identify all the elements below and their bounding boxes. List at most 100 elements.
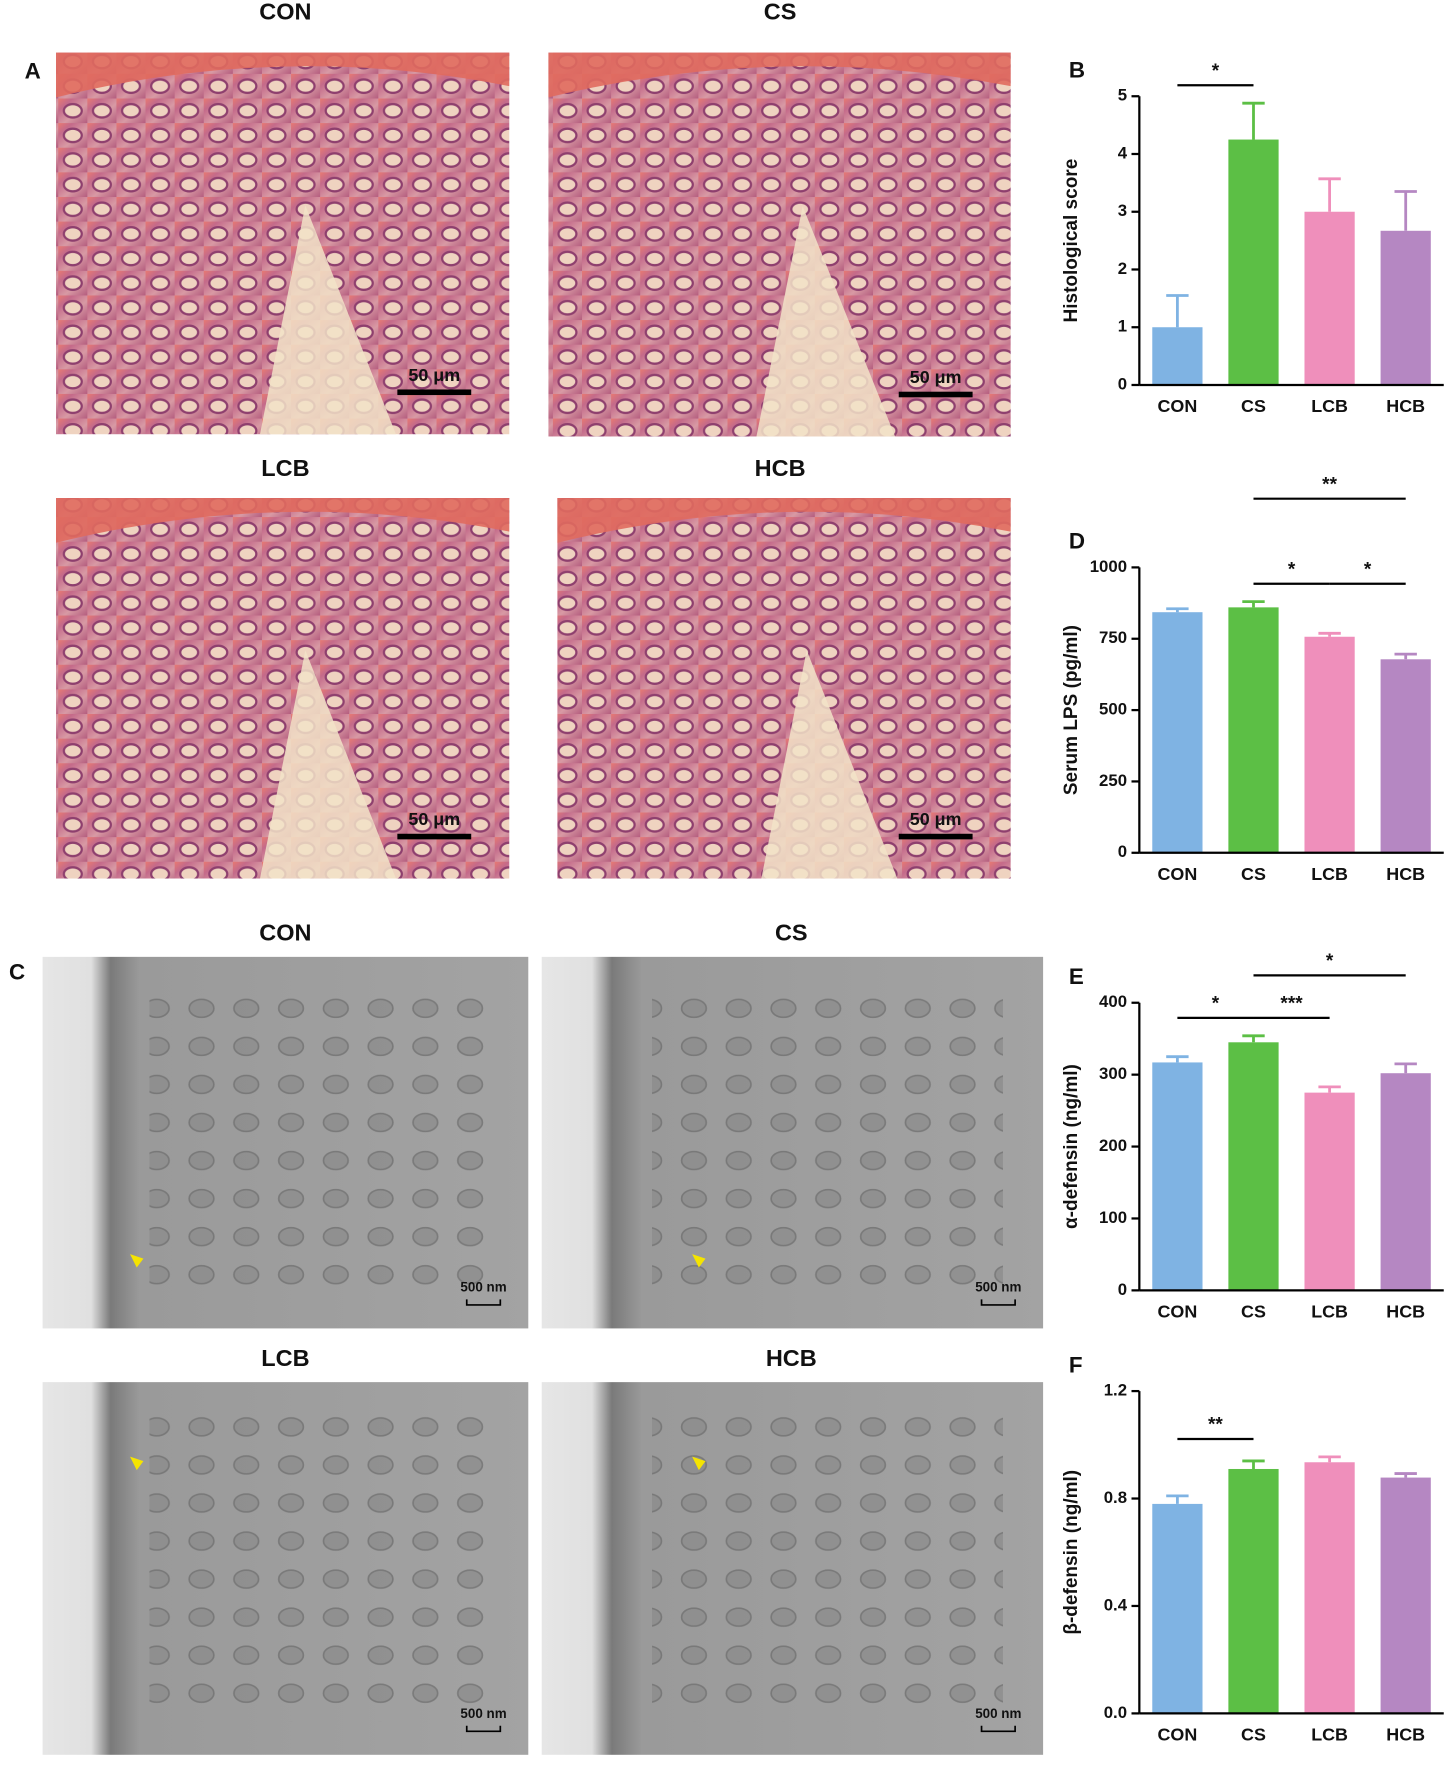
- x-tick-label: CON: [1158, 396, 1198, 416]
- x-tick-label: LCB: [1311, 396, 1348, 416]
- scale-bar-label: 500 nm: [460, 1706, 506, 1721]
- x-tick-label: LCB: [1311, 1725, 1348, 1745]
- bar: [1228, 1042, 1279, 1291]
- significance-label: **: [1322, 474, 1337, 495]
- scale-bar-label: 500 nm: [460, 1280, 506, 1295]
- error-bar: [1394, 1472, 1417, 1478]
- image-label: CON: [259, 0, 311, 25]
- error-bar: [1166, 1055, 1189, 1063]
- x-tick-label: LCB: [1311, 864, 1348, 884]
- panel-letter: F: [1069, 1352, 1083, 1377]
- error-bar: [1166, 1494, 1189, 1504]
- y-tick-label: 300: [1099, 1064, 1127, 1083]
- lumen: [259, 205, 396, 435]
- tissue-layer: [56, 498, 510, 543]
- scale-bar: [980, 1725, 1016, 1733]
- x-tick-label: CS: [1241, 1301, 1266, 1321]
- panel-letter: E: [1069, 964, 1084, 989]
- bar: [1228, 607, 1279, 853]
- error-bar: [1318, 1085, 1341, 1093]
- significance-label: *: [1212, 994, 1220, 1015]
- y-tick-label: 250: [1099, 771, 1127, 790]
- y-tick-label: 5: [1118, 86, 1127, 105]
- y-tick-label: 4: [1118, 143, 1128, 162]
- scale-bar-label: 50 μm: [408, 365, 460, 385]
- error-bar: [1242, 600, 1265, 608]
- arrowhead: [692, 1254, 706, 1268]
- bar: [1228, 139, 1279, 385]
- y-tick-label: 1: [1118, 317, 1127, 336]
- panel-letter: C: [9, 960, 25, 985]
- y-tick-label: 2: [1118, 259, 1127, 278]
- bar: [1380, 659, 1431, 853]
- significance-label: *: [1364, 559, 1372, 580]
- bar: [1152, 1503, 1203, 1714]
- image-label: HCB: [766, 1345, 817, 1371]
- y-tick-label: 400: [1099, 992, 1127, 1011]
- scale-bar-label: 50 μm: [408, 809, 460, 829]
- bar: [1304, 1092, 1355, 1291]
- bar: [1152, 327, 1203, 385]
- error-bar: [1318, 631, 1341, 637]
- mitochondria: [652, 990, 1003, 1295]
- y-tick-label: 0.4: [1104, 1595, 1128, 1614]
- image-label: CON: [259, 920, 311, 946]
- bar: [1152, 1062, 1203, 1291]
- tissue-layer: [557, 498, 1011, 543]
- lumen: [756, 206, 896, 437]
- y-tick-label: 1.2: [1104, 1381, 1127, 1400]
- mitochondria: [149, 990, 490, 1295]
- scale-bar: [397, 389, 472, 396]
- error-bar: [1318, 1455, 1341, 1463]
- tissue-layer: [56, 52, 510, 98]
- significance-label: *: [1326, 951, 1334, 972]
- arrowhead: [692, 1456, 706, 1471]
- scale-bar: [898, 391, 973, 398]
- scale-bar: [898, 833, 973, 840]
- y-tick-label: 750: [1099, 628, 1127, 647]
- scale-bar-label: 500 nm: [975, 1706, 1021, 1721]
- bar: [1304, 636, 1355, 853]
- bar: [1380, 1073, 1431, 1291]
- panel-letter: D: [1069, 529, 1085, 554]
- arrowhead: [130, 1456, 144, 1471]
- panel-letter: B: [1069, 58, 1085, 83]
- y-axis-label: α-defensin (ng/ml): [1061, 1064, 1082, 1229]
- y-axis-label: β-defensin (ng/ml): [1061, 1470, 1082, 1635]
- mitochondria: [652, 1415, 1003, 1722]
- x-tick-label: HCB: [1386, 1725, 1425, 1745]
- y-tick-label: 0: [1118, 374, 1127, 393]
- image-label: LCB: [261, 1345, 309, 1371]
- significance-label: ***: [1280, 994, 1303, 1015]
- error-bar: [1166, 607, 1189, 613]
- x-tick-label: CON: [1158, 864, 1198, 884]
- error-bar: [1394, 1062, 1417, 1074]
- y-axis-label: Serum LPS (pg/ml): [1061, 625, 1082, 795]
- y-axis-label: Histological score: [1061, 159, 1082, 323]
- y-tick-label: 500: [1099, 700, 1127, 719]
- y-tick-label: 100: [1099, 1208, 1127, 1227]
- y-tick-label: 0.8: [1104, 1488, 1127, 1507]
- scale-bar-label: 50 μm: [910, 809, 962, 829]
- scale-bar-label: 500 nm: [975, 1280, 1021, 1295]
- y-tick-label: 1000: [1090, 557, 1127, 576]
- image-label: CS: [775, 920, 808, 946]
- lumen: [259, 650, 396, 879]
- x-tick-label: HCB: [1386, 1301, 1425, 1321]
- x-tick-label: HCB: [1386, 864, 1425, 884]
- bar: [1380, 1477, 1431, 1714]
- mitochondria: [149, 1415, 490, 1722]
- x-tick-label: CS: [1241, 396, 1266, 416]
- scale-bar: [465, 1725, 502, 1733]
- error-bar: [1318, 177, 1341, 212]
- scale-bar: [980, 1299, 1016, 1306]
- image-label: LCB: [261, 455, 309, 481]
- significance-label: *: [1212, 61, 1220, 82]
- error-bar: [1394, 652, 1417, 660]
- scale-bar: [397, 833, 472, 840]
- significance-label: **: [1208, 1415, 1223, 1436]
- error-bar: [1242, 1459, 1265, 1469]
- y-tick-label: 200: [1099, 1136, 1127, 1155]
